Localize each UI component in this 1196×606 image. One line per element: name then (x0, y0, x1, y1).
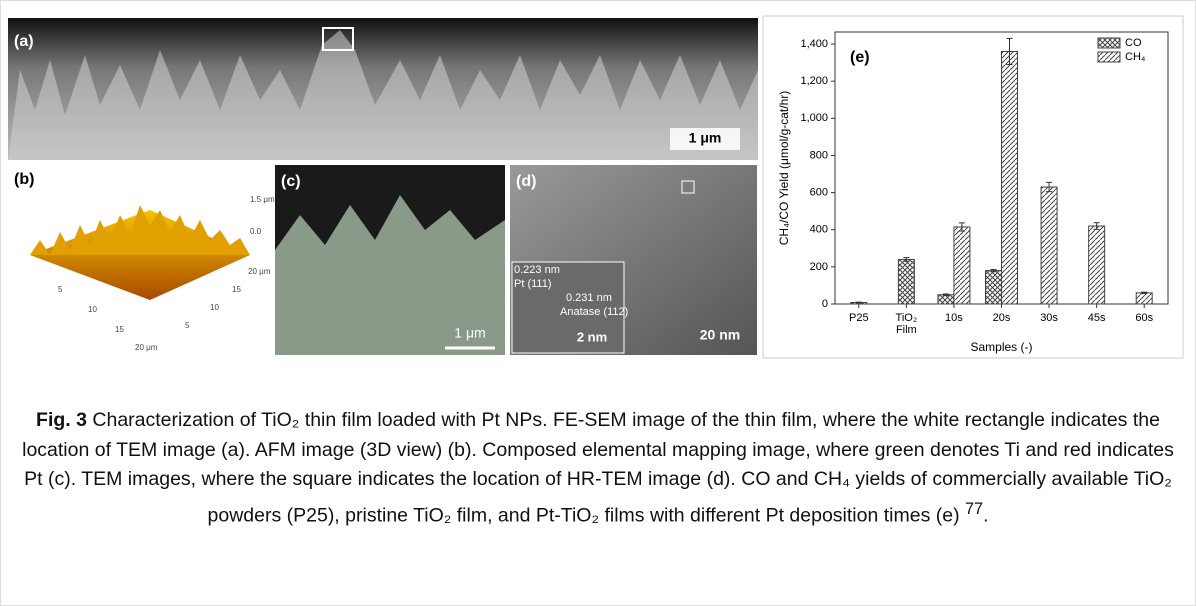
page: (a) 1 μm (b) 1.5 μm 0.0 20 μm 15 10 5 5 … (0, 0, 1196, 606)
inset-label: Anatase (112) (560, 306, 628, 318)
x-tick-label: 30s (1040, 312, 1058, 324)
afm-tick: 15 (232, 285, 241, 294)
caption-ref: 77 (965, 500, 983, 518)
afm-tick: 1.5 μm (250, 195, 275, 204)
caption-tail: . (983, 504, 988, 526)
y-tick-label: 0 (822, 298, 828, 310)
y-axis-label: CH₄/CO Yield (μmol/g-cat/hr) (777, 91, 791, 246)
afm-tick: 5 (58, 285, 63, 294)
bar (898, 259, 914, 304)
inset-label: Pt (111) (514, 278, 552, 290)
error-bar (856, 302, 862, 303)
x-tick-label: 45s (1088, 312, 1106, 324)
panel-label: (d) (516, 173, 536, 190)
x-tick-label: 10s (945, 312, 963, 324)
figure: (a) 1 μm (b) 1.5 μm 0.0 20 μm 15 10 5 5 … (0, 0, 1196, 400)
scale-bar-label: 1 μm (454, 325, 485, 341)
x-tick-label: 60s (1135, 312, 1153, 324)
x-tick-label-line: Film (896, 324, 917, 336)
bar (954, 227, 970, 304)
afm-tick: 5 (185, 321, 190, 330)
legend-label: CH₄ (1125, 51, 1146, 63)
afm-tick: 10 (88, 305, 97, 314)
legend-label: CO (1125, 37, 1142, 49)
y-tick-label: 200 (810, 261, 828, 273)
scale-bar-label: 1 μm (689, 130, 722, 146)
afm-tick: 20 μm (135, 343, 158, 352)
x-tick-label-line: TiO₂ (896, 312, 918, 324)
x-tick-label: 20s (993, 312, 1011, 324)
scale-bar-label: 20 nm (700, 327, 740, 343)
y-tick-label: 1,400 (800, 38, 828, 50)
caption-text: Characterization of TiO₂ thin film loade… (22, 409, 1174, 526)
inset-label: 0.231 nm (566, 292, 612, 304)
x-tick-label: P25 (849, 312, 869, 324)
panel-label: (c) (281, 173, 301, 190)
afm-tick: 15 (115, 325, 124, 334)
caption-label: Fig. 3 (36, 409, 87, 431)
y-tick-label: 800 (810, 149, 828, 161)
bar (938, 295, 954, 304)
afm-tick: 20 μm (248, 267, 271, 276)
y-tick-label: 600 (810, 187, 828, 199)
y-tick-label: 400 (810, 224, 828, 236)
y-tick-label: 1,200 (800, 75, 828, 87)
bar (986, 271, 1002, 304)
legend-swatch (1098, 38, 1120, 48)
legend-swatch (1098, 52, 1120, 62)
afm-tick: 10 (210, 303, 219, 312)
panel-label: (a) (14, 33, 34, 50)
bar (1089, 226, 1105, 304)
bar (1002, 51, 1018, 304)
caption: Fig. 3 Characterization of TiO₂ thin fil… (20, 406, 1176, 531)
annotation: (e) (850, 49, 870, 66)
afm-tick: 0.0 (250, 227, 262, 236)
y-tick-label: 1,000 (800, 112, 828, 124)
panel-label: (b) (14, 171, 34, 188)
inset-label: 0.223 nm (514, 264, 560, 276)
scale-bar-label: 2 nm (577, 329, 607, 344)
bar (1041, 187, 1057, 304)
bar (1136, 293, 1152, 304)
x-axis-label: Samples (-) (970, 340, 1032, 354)
